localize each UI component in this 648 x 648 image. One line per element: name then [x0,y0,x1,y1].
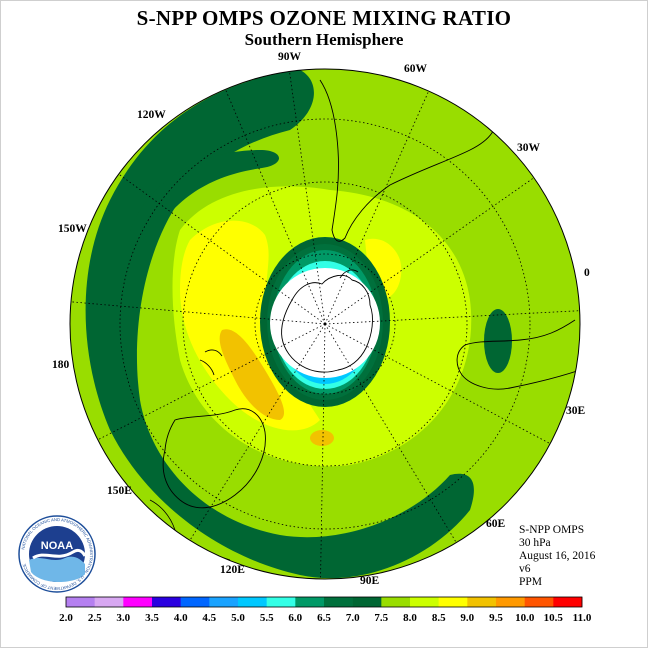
meridian-120e [189,323,326,541]
antarctic-peninsula [339,269,359,279]
meridian-30e [324,323,551,445]
latitude-circle-60s [182,181,468,467]
lon-label-120e: 120E [220,564,245,576]
meridian-150w [118,173,326,325]
meridian-30w [324,177,535,325]
australia-coastline [162,408,266,509]
meridian-60e [324,323,457,543]
lon-label-60e: 60E [486,518,506,530]
lon-label-60w: 60W [404,63,428,75]
longitude-labels: 90W 60W 30W 0 30E 60E 90E 120E 150E 180 150W 120W [52,51,590,587]
africa-coastline [456,319,580,390]
meridian-90e [320,323,326,580]
lon-label-90w: 90W [278,51,302,63]
logo-text: NOAA [41,540,73,552]
noaa-logo: NOAA NATIONAL OCEANIC AND ATMOSPHERIC AD… [18,515,96,593]
lon-label-0: 0 [584,267,590,279]
lon-label-150w: 150W [58,223,87,235]
lon-label-90e: 90E [360,575,380,587]
dark-green-spiral-band [85,70,474,579]
graticule [119,118,531,530]
meridian-150e [97,323,326,441]
logo-bird [32,548,87,560]
lon-label-180: 180 [52,359,70,371]
meridian-60w [324,90,430,325]
info-units: PPM [519,576,543,588]
lon-label-150e: 150E [107,485,132,497]
antarctica-outline [281,274,373,373]
lon-label-30w: 30W [517,142,541,154]
info-level: 30 hPa [519,537,551,549]
map-title: S-NPP OMPS OZONE MIXING RATIO [136,6,512,30]
south-pole-marker [323,322,327,326]
dark-green-arc-upper [130,150,280,245]
meridians [70,71,580,580]
logo-wave [29,556,85,582]
meridian-180 [70,301,326,325]
latitude-circle-45s [119,118,531,530]
orange-peak-patch [219,329,285,420]
info-date: August 16, 2016 [519,550,596,562]
info-panel: S-NPP OMPS 30 hPa August 16, 2016 v6 PPM [519,524,595,589]
latitude-circle-75s [254,253,396,395]
meridian-90w [289,71,326,325]
meridian-0 [324,310,580,325]
meridian-120w [225,89,326,325]
map-subtitle: Southern Hemisphere [244,30,404,49]
lon-label-30e: 30E [566,405,586,417]
lon-label-120w: 120W [137,109,166,121]
new-zealand-coastline [199,349,223,376]
map-boundary [69,68,581,580]
info-version: v6 [519,563,531,575]
info-instrument: S-NPP OMPS [519,524,585,536]
orange-peak-small [310,430,334,446]
